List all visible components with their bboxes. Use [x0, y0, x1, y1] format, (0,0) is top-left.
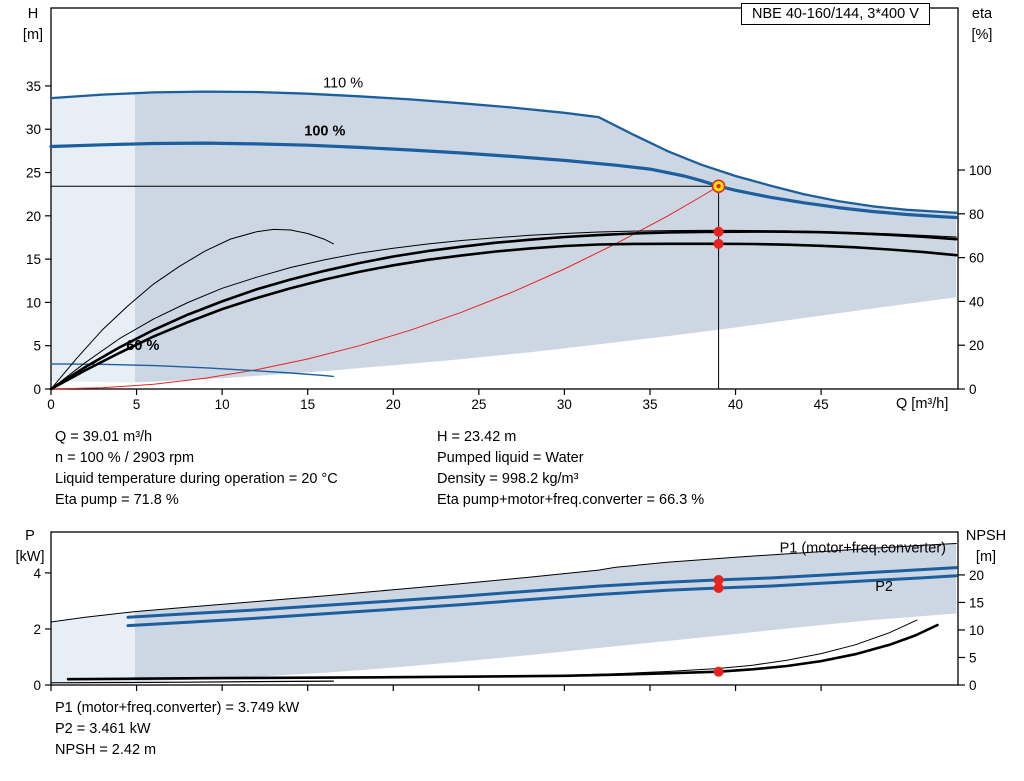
- axis-title-line: eta: [971, 6, 993, 22]
- y-right-tick-label: 80: [969, 207, 984, 222]
- y-right-tick-label: 10: [969, 623, 984, 638]
- y-right-tick-label: 15: [969, 595, 984, 610]
- result-speed: n = 100 % / 2903 rpm: [55, 450, 195, 466]
- y-left-tick-label: 10: [26, 295, 41, 310]
- npsh-110-curve: [563, 619, 918, 676]
- y-left-tick-label: 5: [33, 339, 41, 354]
- axis-title-line: H: [27, 6, 39, 22]
- result-pumped-liquid: Pumped liquid = Water: [437, 450, 584, 466]
- system-curve: [50, 185, 720, 390]
- plot-frame: [50, 7, 959, 390]
- p2-point: [713, 583, 724, 594]
- curve-label: 60 %: [126, 338, 159, 354]
- y-left-tick-label: 25: [26, 166, 41, 181]
- operating-range-main: [134, 91, 957, 383]
- p1-point: [713, 574, 724, 585]
- curve-label: 100 %: [304, 123, 345, 139]
- y-right-tick-label: 0: [969, 382, 977, 397]
- power-range-main: [134, 543, 957, 682]
- curve-110-percent: [49, 90, 958, 214]
- npsh-axis-title: NPSH [m]: [960, 526, 1012, 568]
- plot-frame: [50, 531, 959, 686]
- eta-total-point: [713, 238, 724, 249]
- result-p1: P1 (motor+freq.converter) = 3.749 kW: [55, 700, 300, 716]
- x-tick-label: 30: [557, 397, 572, 412]
- x-tick-label: 10: [215, 397, 230, 412]
- p1-curve: [126, 566, 958, 619]
- npsh-curve: [66, 623, 939, 681]
- result-npsh: NPSH = 2.42 m: [55, 742, 157, 758]
- y-left-tick-label: 20: [26, 209, 41, 224]
- power-range-light: [51, 611, 135, 684]
- axis-title-line: [m]: [22, 27, 44, 43]
- hq-eta-chart: 110 % 100 % 60 % 0 5 10 15 20 25 30 35 40 45 0 5 10 15 20…: [26, 7, 992, 412]
- x-tick-label: 15: [300, 397, 315, 412]
- y-left-tick-label: 4: [33, 566, 41, 581]
- y-right-tick-label: 100: [969, 163, 992, 178]
- results-top-right: H = 23.42 m Pumped liquid = Water Densit…: [437, 427, 704, 511]
- p-axis-title: P [kW]: [10, 526, 50, 568]
- result-density: Density = 998.2 kg/m³: [437, 471, 579, 487]
- x-tick-label: 25: [471, 397, 486, 412]
- result-eta-total: Eta pump+motor+freq.converter = 66.3 %: [437, 492, 705, 508]
- y-left-tick-label: 30: [26, 122, 41, 137]
- results-top-left: Q = 39.01 m³/h n = 100 % / 2903 rpm Liqu…: [55, 427, 338, 511]
- x-tick-label: 5: [133, 397, 141, 412]
- duty-point-center: [716, 184, 721, 189]
- y-left-tick-label: 15: [26, 252, 41, 267]
- axis-title-line: NPSH: [965, 528, 1007, 544]
- curve-label: P2: [875, 579, 893, 595]
- x-tick-label: 45: [814, 397, 829, 412]
- eta-low-speed-curve: [50, 228, 334, 390]
- p2-curve: [126, 574, 958, 628]
- y-right-tick-label: 5: [969, 650, 977, 665]
- y-right-tick-label: 20: [969, 338, 984, 353]
- curve-100-percent: [49, 141, 958, 220]
- q-axis-title: Q [m³/h]: [896, 396, 949, 412]
- result-q: Q = 39.01 m³/h: [55, 429, 153, 445]
- p-min-speed-curve: [50, 680, 334, 684]
- y-right-tick-label: 40: [969, 294, 984, 309]
- curve-label: 110 %: [323, 76, 363, 92]
- axis-title-line: [m]: [975, 549, 997, 565]
- x-tick-label: 20: [386, 397, 401, 412]
- curve-min-speed: [50, 363, 335, 378]
- eta-pump-curve: [49, 230, 958, 391]
- eta-pump-point: [713, 226, 724, 237]
- p-envelope-top: [50, 543, 957, 623]
- y-left-tick-label: 0: [33, 382, 41, 397]
- pump-model-box: NBE 40-160/144, 3*400 V: [741, 3, 930, 25]
- y-right-tick-label: 0: [969, 678, 977, 693]
- results-bottom: P1 (motor+freq.converter) = 3.749 kW P2 …: [55, 698, 299, 761]
- axis-title-line: [kW]: [15, 549, 45, 565]
- result-p2: P2 = 3.461 kW: [55, 721, 151, 737]
- result-h: H = 23.42 m: [437, 429, 517, 445]
- y-left-tick-label: 2: [33, 622, 41, 637]
- eta-total-curve: [49, 242, 958, 391]
- operating-range-light: [51, 93, 135, 383]
- x-tick-label: 40: [728, 397, 743, 412]
- axis-title-line: P: [25, 528, 35, 544]
- power-npsh-chart: P1 (motor+freq.converter) P2 0 2 4 0 5 10 15 20: [33, 531, 984, 693]
- result-eta-pump: Eta pump = 71.8 %: [55, 492, 179, 508]
- x-tick-label: 35: [642, 397, 657, 412]
- result-liquid-temp: Liquid temperature during operation = 20…: [55, 471, 338, 487]
- y-right-tick-label: 20: [969, 568, 984, 583]
- y-right-tick-label: 60: [969, 251, 984, 266]
- y-left-tick-label: 0: [33, 678, 41, 693]
- axis-title-line: [%]: [971, 27, 993, 43]
- curve-label: P1 (motor+freq.converter): [780, 541, 946, 557]
- eta-axis-title: eta [%]: [961, 4, 1003, 46]
- y-left-tick-label: 35: [26, 79, 41, 94]
- h-axis-title: H [m]: [13, 4, 53, 46]
- x-tick-label: 0: [47, 397, 55, 412]
- npsh-point: [713, 666, 724, 677]
